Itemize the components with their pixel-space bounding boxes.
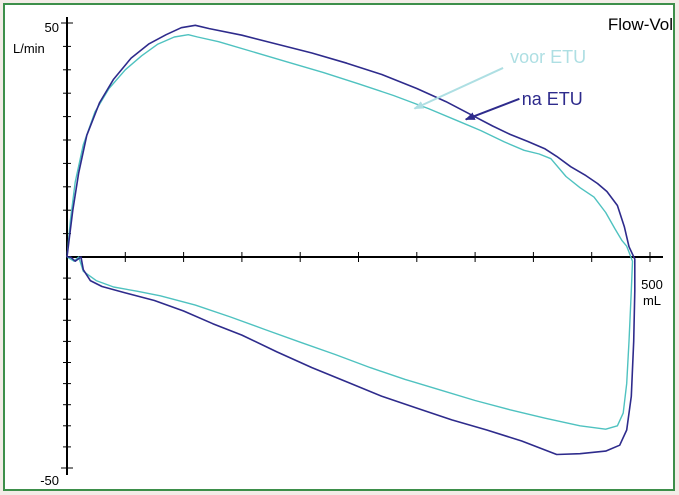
series-layer xyxy=(66,24,636,456)
voor-etu-label: voor ETU xyxy=(510,47,586,67)
x-axis-ticks xyxy=(124,252,651,262)
voor-etu-arrow xyxy=(413,67,504,110)
annotation-layer: voor ETU na ETU xyxy=(413,47,586,121)
y-tick-label-min: -50 xyxy=(40,473,59,488)
x-axis-label: mL xyxy=(643,293,661,308)
na-etu-label: na ETU xyxy=(522,89,583,109)
na-etu-arrow xyxy=(464,97,520,121)
series-na-etu-line xyxy=(66,24,636,456)
chart-panel: Flow-Vol L/min mL 50 -50 500 voor ETU na… xyxy=(3,3,675,491)
series-voor-etu-line xyxy=(66,34,634,430)
y-tick-label-max: 50 xyxy=(45,20,59,35)
chart-title: Flow-Vol xyxy=(608,15,673,34)
y-axis-label: L/min xyxy=(13,41,45,56)
flow-volume-chart: Flow-Vol L/min mL 50 -50 500 voor ETU na… xyxy=(13,15,673,488)
x-tick-label-max: 500 xyxy=(641,277,663,292)
